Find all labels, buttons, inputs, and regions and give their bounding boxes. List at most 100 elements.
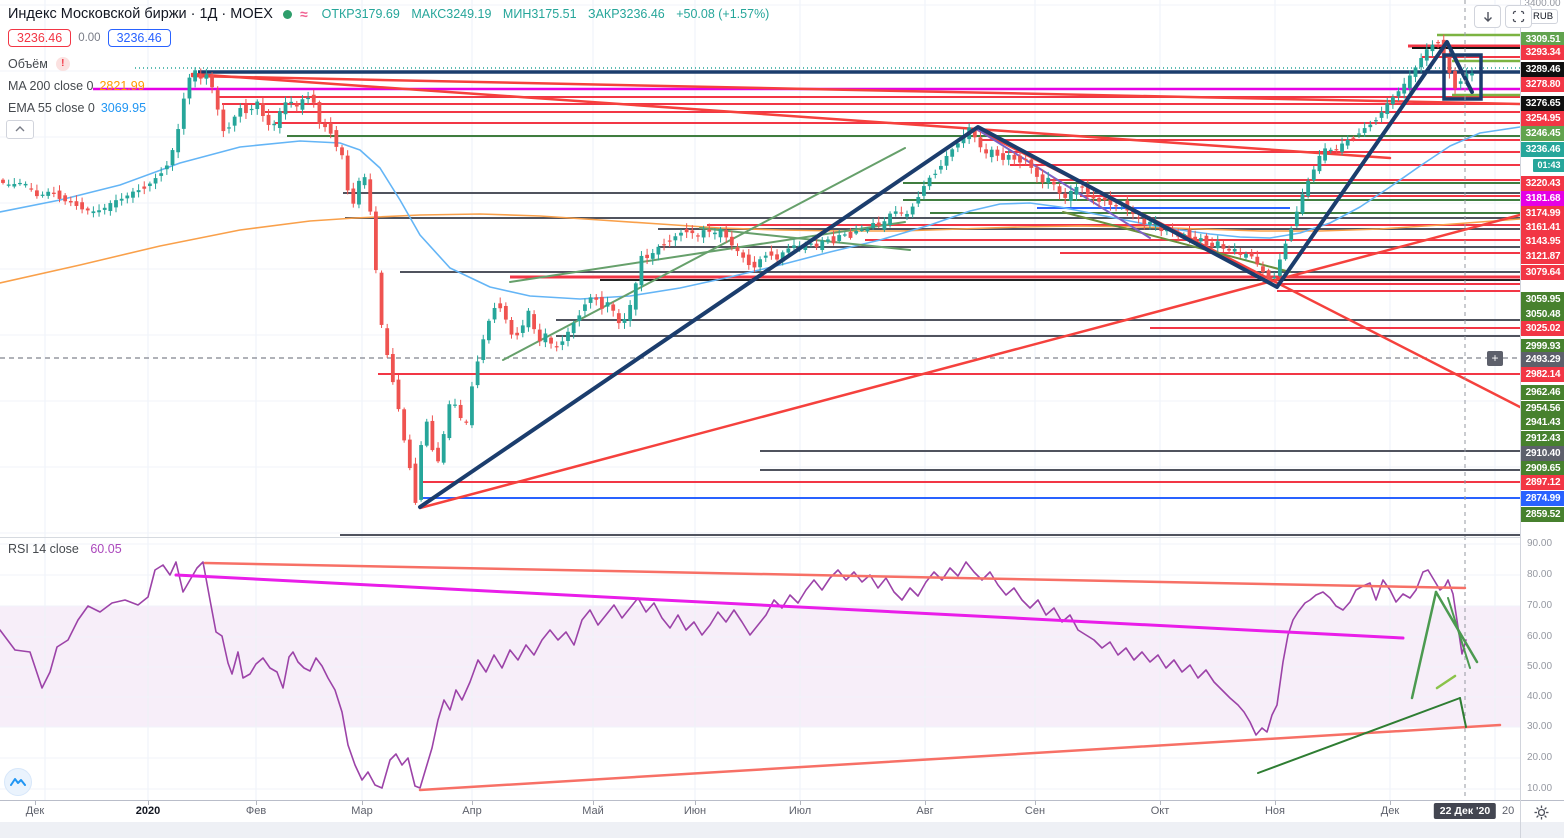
partial-year-label: 20 xyxy=(1502,805,1515,817)
collapse-legend-button[interactable] xyxy=(6,120,34,139)
symbol-title[interactable]: Индекс Московской биржи · 1Д · MOEX xyxy=(8,6,273,22)
scroll-to-recent-button[interactable] xyxy=(1474,5,1501,28)
time-tick xyxy=(925,801,926,805)
time-axis[interactable]: Дек 2020 Фев Мар Апр Май Июн Июл Авг Сен Окт Ноя Дек… xyxy=(0,800,1564,822)
price-level-label: 2941.43 xyxy=(1521,414,1564,430)
rsi-axis-tick: 60.00 xyxy=(1527,631,1553,642)
ohlc-values: ОТКР3179.69 МАКС3249.19 МИН3175.51 ЗАКР3… xyxy=(321,7,770,21)
price-level-label: 3246.45 xyxy=(1521,125,1564,141)
chart-svg xyxy=(0,0,1520,800)
chevron-up-icon xyxy=(15,126,25,132)
price-level-label: 3025.02 xyxy=(1521,320,1564,336)
price-level-label: 2874.99 xyxy=(1521,490,1564,506)
price-level-label: 2982.14 xyxy=(1521,366,1564,382)
price-level-label: 3050.48 xyxy=(1521,306,1564,322)
volume-label[interactable]: Объём xyxy=(8,57,48,71)
time-axis-label: Май xyxy=(582,805,604,817)
price-level-label: 3289.46 xyxy=(1521,61,1564,77)
maximize-icon xyxy=(1512,10,1525,23)
time-tick xyxy=(472,801,473,805)
sell-price-button[interactable]: 3236.46 xyxy=(8,29,72,47)
time-tick xyxy=(35,801,36,805)
time-tick xyxy=(800,801,801,805)
pane-separator[interactable] xyxy=(0,537,1520,538)
rsi-axis-tick: 20.00 xyxy=(1527,752,1553,763)
price-level-label: 3079.64 xyxy=(1521,264,1564,280)
price-level-label: 2999.93 xyxy=(1521,338,1564,354)
time-tick xyxy=(1160,801,1161,805)
rsi-axis-tick: 30.00 xyxy=(1527,721,1553,732)
price-level-label: 3293.34 xyxy=(1521,44,1564,60)
rsi-label[interactable]: RSI 14 close xyxy=(8,542,79,556)
axis-corner-divider xyxy=(1520,800,1521,838)
price-tick: 3400.00 xyxy=(1524,0,1561,9)
warning-icon[interactable]: ! xyxy=(55,57,70,71)
price-level-label: 2493.29 xyxy=(1521,351,1564,367)
price-level-label: 3276.65 xyxy=(1521,95,1564,111)
waves-icon xyxy=(10,778,26,786)
rsi-axis-tick: 50.00 xyxy=(1527,661,1553,672)
time-axis-label: Июл xyxy=(788,805,812,817)
price-level-label: 2962.46 xyxy=(1521,384,1564,400)
change-value: +50.08 (+1.57%) xyxy=(676,7,770,21)
price-level-label: 2909.65 xyxy=(1521,460,1564,476)
rsi-legend: RSI 14 close 60.05 xyxy=(8,542,122,556)
price-level-label: 2897.12 xyxy=(1521,474,1564,490)
price-level-label: 2954.56 xyxy=(1521,400,1564,416)
ma200-label[interactable]: MA 200 close 0 xyxy=(8,79,94,93)
spread-value: 0.00 xyxy=(78,32,101,44)
time-tick xyxy=(593,801,594,805)
rsi-axis-tick: 10.00 xyxy=(1527,783,1553,794)
timezone-settings-gear-icon[interactable] xyxy=(1534,805,1549,825)
price-level-label: 3181.68 xyxy=(1521,190,1564,206)
time-tick xyxy=(1275,801,1276,805)
time-tick xyxy=(256,801,257,805)
time-axis-label: Фев xyxy=(245,805,267,817)
ma200-value: 2821.99 xyxy=(99,79,145,93)
buy-price-button[interactable]: 3236.46 xyxy=(107,29,171,47)
rsi-axis-tick: 70.00 xyxy=(1527,600,1553,611)
price-level-label: 3254.95 xyxy=(1521,110,1564,126)
rsi-value: 60.05 xyxy=(90,542,122,556)
price-level-label: 3121.87 xyxy=(1521,248,1564,264)
price-level-label: 2910.40 xyxy=(1521,445,1564,461)
maximize-pane-button[interactable] xyxy=(1505,5,1532,28)
time-tick xyxy=(1035,801,1036,805)
rsi-axis-tick: 90.00 xyxy=(1527,538,1553,549)
time-axis-label: Сен xyxy=(1024,805,1046,817)
price-level-label: 3059.95 xyxy=(1521,291,1564,307)
approx-icon: ≈ xyxy=(299,6,308,22)
price-level-label: 3236.46 xyxy=(1521,141,1564,157)
currency-button[interactable]: RUB xyxy=(1528,9,1558,24)
chart-canvas[interactable]: Индекс Московской биржи · 1Д · MOEX ≈ ОТ… xyxy=(0,0,1520,800)
watermark-logo[interactable] xyxy=(4,768,32,796)
time-axis-label: Авг xyxy=(916,805,934,817)
market-status-icon xyxy=(282,9,292,19)
time-tick xyxy=(1390,801,1391,805)
crosshair-date-badge: 22 Дек '20 xyxy=(1433,803,1497,819)
price-level-label: 3161.41 xyxy=(1521,219,1564,235)
bottom-strip xyxy=(0,822,1564,838)
time-axis-label: Апр xyxy=(462,805,482,817)
ema55-value: 3069.95 xyxy=(100,101,147,115)
time-axis-label: Дек xyxy=(1380,805,1400,817)
bar-countdown: 01:43 xyxy=(1533,159,1564,172)
price-level-label: 3220.43 xyxy=(1521,175,1564,191)
candles xyxy=(1,34,1474,505)
price-level-label: 3309.51 xyxy=(1521,31,1564,47)
price-level-label: 2859.52 xyxy=(1521,506,1564,522)
ema55-label[interactable]: EMA 55 close 0 xyxy=(8,101,95,115)
arrow-down-icon xyxy=(1483,11,1492,22)
time-axis-label: Дек xyxy=(25,805,45,817)
rsi-axis-tick: 80.00 xyxy=(1527,569,1553,580)
add-alert-plus-button[interactable]: + xyxy=(1487,351,1503,366)
price-level-label: 3174.99 xyxy=(1521,205,1564,221)
time-tick xyxy=(695,801,696,805)
rsi-axis-tick: 40.00 xyxy=(1527,691,1553,702)
price-level-label: 3143.95 xyxy=(1521,233,1564,249)
price-axis[interactable]: 3400.00 RUB 3309.51 3293.34 3289.46 3278.80… xyxy=(1520,0,1564,800)
time-axis-label: Окт xyxy=(1150,805,1170,817)
time-axis-label: Мар xyxy=(351,805,373,817)
chart-legend: Индекс Московской биржи · 1Д · MOEX ≈ ОТ… xyxy=(8,6,769,115)
